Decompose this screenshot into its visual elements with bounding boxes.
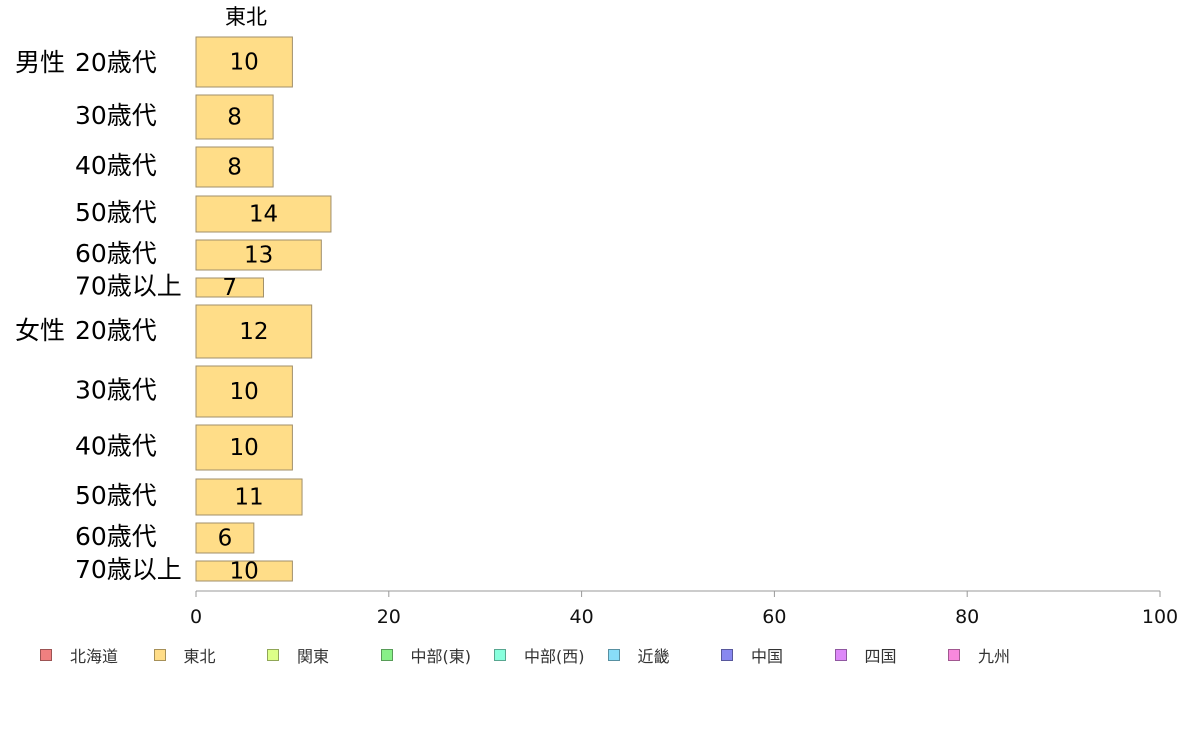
row-label: 30歳代 xyxy=(75,376,157,405)
bar-value-label: 10 xyxy=(230,559,259,585)
legend-label: 九州 xyxy=(978,647,1011,666)
legend-swatch xyxy=(153,649,166,661)
legend-item: 中部(東) xyxy=(380,643,495,667)
legend-swatch xyxy=(494,649,506,661)
x-tick-label: 60 xyxy=(762,606,786,628)
bar-value-label: 10 xyxy=(230,50,259,76)
legend-swatch xyxy=(948,649,960,661)
bar xyxy=(195,239,322,271)
bar-value-label: 11 xyxy=(234,485,263,511)
legend: 北海道 東北 関東 中部(東) 中部(西) 近畿 中国 四国 九州 xyxy=(40,644,1062,666)
legend-swatch xyxy=(834,649,847,661)
legend-label: 中部(東) xyxy=(410,647,472,666)
legend-item: 九州 xyxy=(948,643,1062,667)
legend-swatch xyxy=(40,649,52,661)
column-title: 東北 xyxy=(225,5,267,29)
bar xyxy=(195,304,313,359)
bar-value-label: 6 xyxy=(218,526,233,552)
bar-value-label: 8 xyxy=(227,105,242,131)
legend-swatch xyxy=(721,649,733,661)
bar xyxy=(195,277,264,298)
row-label: 60歳代 xyxy=(75,522,157,551)
bar xyxy=(195,424,293,471)
legend-item: 関東 xyxy=(267,643,381,667)
bar-value-label: 12 xyxy=(239,319,268,345)
legend-item: 四国 xyxy=(834,643,949,667)
x-tick-label: 0 xyxy=(190,606,202,628)
row-label: 50歳代 xyxy=(75,198,157,227)
group-label: 女性 xyxy=(15,316,65,345)
bar xyxy=(195,478,303,516)
row-label: 70歳以上 xyxy=(75,555,182,584)
legend-label: 東北 xyxy=(183,647,216,666)
row-label: 70歳以上 xyxy=(75,272,182,301)
legend-label: 北海道 xyxy=(70,647,119,666)
legend-label: 近畿 xyxy=(637,647,670,666)
legend-swatch xyxy=(607,649,620,661)
legend-swatch xyxy=(267,649,279,661)
bar xyxy=(195,365,293,418)
legend-label: 中国 xyxy=(751,647,784,666)
bar xyxy=(195,560,293,582)
bar xyxy=(195,146,274,188)
row-label: 40歳代 xyxy=(75,432,157,461)
bar-value-label: 13 xyxy=(244,243,273,269)
group-label: 男性 xyxy=(15,48,65,77)
legend-item: 北海道 xyxy=(40,643,154,667)
row-label: 30歳代 xyxy=(75,101,157,130)
x-tick-label: 20 xyxy=(377,606,401,628)
bar xyxy=(195,36,293,88)
bar xyxy=(195,195,332,233)
bar xyxy=(195,522,255,554)
x-tick-label: 80 xyxy=(955,606,979,628)
bar-value-label: 10 xyxy=(230,435,259,461)
bar-value-label: 10 xyxy=(230,379,259,405)
legend-item: 近畿 xyxy=(607,643,722,667)
legend-item: 東北 xyxy=(153,643,268,667)
bar xyxy=(195,94,274,140)
legend-label: 中部(西) xyxy=(524,647,585,666)
legend-item: 中国 xyxy=(721,643,835,667)
legend-label: 四国 xyxy=(864,647,897,666)
row-label: 40歳代 xyxy=(75,151,157,180)
x-tick-label: 40 xyxy=(570,606,594,628)
row-label: 60歳代 xyxy=(75,239,157,268)
legend-item: 中部(西) xyxy=(494,643,608,667)
legend-label: 関東 xyxy=(297,647,330,666)
row-label: 50歳代 xyxy=(75,481,157,510)
row-label: 20歳代 xyxy=(75,48,157,77)
bar-value-label: 7 xyxy=(222,275,237,301)
bar-value-label: 8 xyxy=(227,155,242,181)
row-label: 20歳代 xyxy=(75,316,157,345)
legend-swatch xyxy=(380,649,393,661)
x-tick-label: 100 xyxy=(1142,606,1178,628)
bar-value-label: 14 xyxy=(249,202,278,228)
